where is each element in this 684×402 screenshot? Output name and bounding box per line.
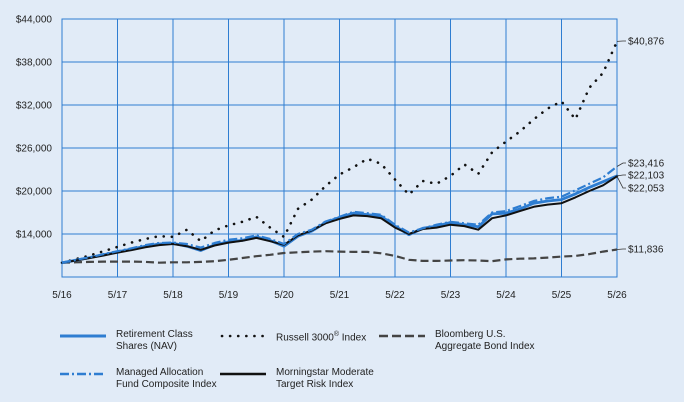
x-tick-label: 5/16 (52, 290, 72, 301)
y-tick-label: $20,000 (16, 187, 53, 198)
end-label-bloomberg: $11,836 (628, 245, 664, 256)
end-leader-managed (616, 162, 626, 167)
x-tick-label: 5/23 (441, 290, 461, 301)
x-tick-label: 5/19 (219, 290, 239, 301)
legend-label-retirement: Retirement Class Shares (NAV) (116, 329, 193, 352)
y-tick-label: $38,000 (16, 58, 53, 69)
end-label-managed: $23,416 (628, 159, 665, 170)
series-line-morningstar (61, 175, 618, 264)
x-tick-label: 5/24 (496, 290, 516, 301)
x-tick-label: 5/25 (552, 290, 572, 301)
legend-item-managed: Managed Allocation Fund Composite Index (60, 367, 217, 391)
end-leader-bloomberg (616, 248, 626, 250)
legend-label-managed: Managed Allocation Fund Composite Index (116, 367, 217, 390)
x-tick-label: 5/17 (108, 290, 128, 301)
growth-chart: 5/16 5/17 5/18 5/19 5/20 5/21 5/22 5/23 5/24 5/25… (16, 15, 665, 302)
legend-swatch-russell (220, 334, 266, 338)
legend-label-bloomberg: Bloomberg U.S. Aggregate Bond Index (435, 329, 535, 352)
x-tick-label: 5/22 (385, 290, 405, 301)
y-tick-label: $14,000 (16, 230, 53, 241)
x-tick-label: 5/21 (330, 290, 350, 301)
x-tick-label: 5/18 (163, 290, 183, 301)
legend-item-morningstar: Morningstar Moderate Target Risk Index (220, 367, 374, 391)
legend-swatch-managed (60, 372, 106, 376)
legend-swatch-bloomberg (379, 334, 425, 338)
legend-swatch-retirement (60, 334, 106, 338)
end-label-morningstar: $22,053 (628, 184, 665, 195)
legend-label-morningstar: Morningstar Moderate Target Risk Index (276, 367, 374, 390)
y-tick-label: $26,000 (16, 144, 53, 155)
legend-swatch-morningstar (220, 372, 266, 376)
legend-label-russell: Russell 3000® Index (276, 331, 367, 344)
legend-item-bloomberg: Bloomberg U.S. Aggregate Bond Index (379, 329, 535, 353)
end-label-russell: $40,876 (628, 37, 665, 48)
y-tick-label: $44,000 (16, 15, 53, 26)
legend-item-russell: Russell 3000® Index (220, 329, 366, 344)
end-label-retirement: $22,103 (628, 171, 665, 182)
series-line-bloomberg (61, 248, 618, 264)
series-line-russell (60, 40, 619, 265)
x-tick-label: 5/26 (607, 290, 627, 301)
y-tick-label: $32,000 (16, 101, 53, 112)
x-tick-label: 5/20 (274, 290, 294, 301)
end-leader-retirement (616, 174, 626, 177)
series-line-managed (61, 165, 618, 264)
end-leader-morningstar (616, 176, 626, 189)
legend-item-retirement: Retirement Class Shares (NAV) (60, 329, 193, 353)
